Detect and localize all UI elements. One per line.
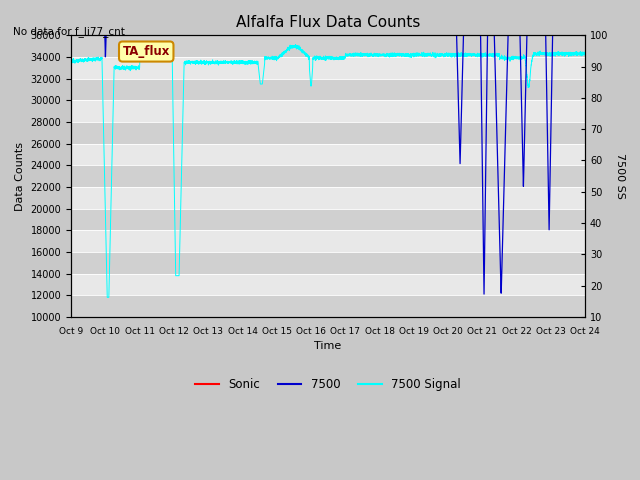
Bar	[71, 187, 585, 208]
7500	[480, 291, 488, 297]
Bar	[71, 295, 585, 317]
7500	[67, 33, 75, 38]
Bar	[71, 36, 585, 57]
7500 Signal	[292, 42, 300, 48]
Bar	[71, 57, 585, 79]
Y-axis label: Data Counts: Data Counts	[15, 142, 25, 211]
Line: 7500: 7500	[71, 36, 585, 294]
7500 Signal	[103, 294, 111, 300]
Bar	[71, 230, 585, 252]
7500	[581, 33, 589, 38]
Legend: Sonic, 7500, 7500 Signal: Sonic, 7500, 7500 Signal	[191, 373, 466, 396]
Bar	[71, 274, 585, 295]
7500 Signal	[581, 50, 589, 56]
Y-axis label: 7500 SS: 7500 SS	[615, 153, 625, 199]
Bar	[71, 144, 585, 165]
7500 Signal	[67, 59, 75, 64]
7500	[401, 33, 409, 38]
7500	[376, 33, 383, 38]
7500	[264, 33, 271, 38]
Bar	[71, 122, 585, 144]
Bar	[71, 165, 585, 187]
7500	[451, 33, 458, 38]
Bar	[71, 79, 585, 100]
Bar	[71, 100, 585, 122]
7500 Signal	[402, 53, 410, 59]
7500 Signal	[161, 55, 168, 60]
7500 Signal	[264, 55, 271, 60]
Text: No data for f_li77_cnt: No data for f_li77_cnt	[13, 26, 125, 37]
7500 Signal	[376, 53, 383, 59]
7500	[490, 33, 498, 38]
7500	[161, 33, 168, 38]
7500 Signal	[451, 51, 459, 57]
7500 Signal	[490, 52, 498, 58]
X-axis label: Time: Time	[314, 341, 342, 351]
Bar	[71, 252, 585, 274]
Text: TA_flux: TA_flux	[122, 45, 170, 58]
Bar	[71, 208, 585, 230]
Title: Alfalfa Flux Data Counts: Alfalfa Flux Data Counts	[236, 15, 420, 30]
Line: 7500 Signal: 7500 Signal	[71, 45, 585, 297]
